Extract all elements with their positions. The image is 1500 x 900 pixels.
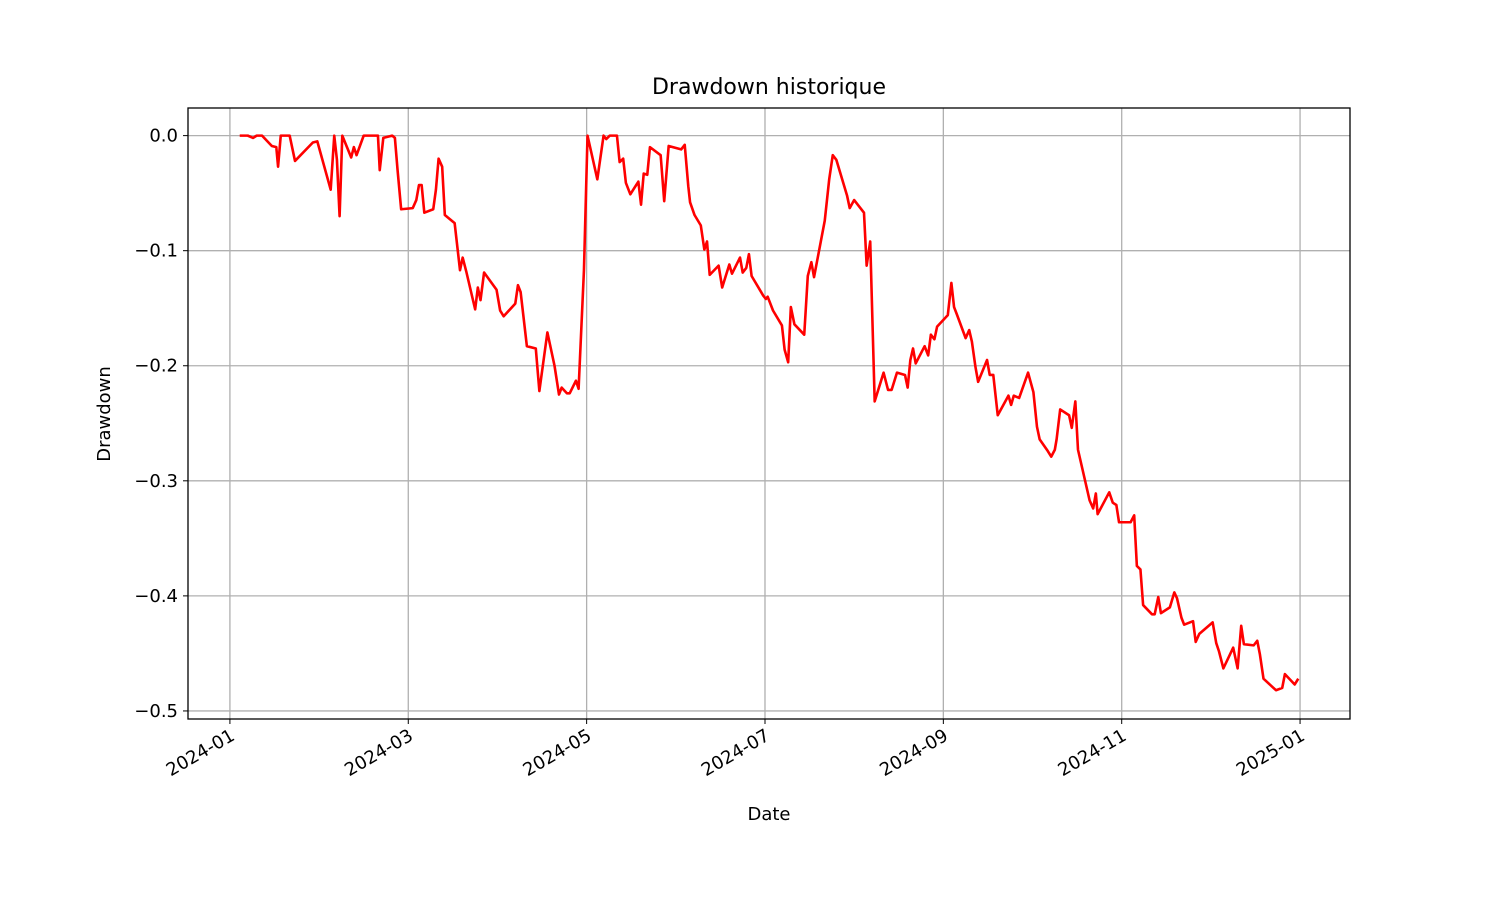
y-tick-label: −0.2 [134,356,178,377]
x-tick-label: 2024-07 [698,725,774,781]
chart-title: Drawdown historique [652,75,886,100]
x-tick-label: 2024-11 [1055,725,1131,781]
x-tick-label: 2024-03 [341,725,417,781]
y-tick-label: −0.1 [134,241,178,262]
plot-frame [187,107,1351,720]
y-tick-label: −0.5 [134,701,178,722]
x-axis-label: Date [747,804,790,825]
x-tick-label: 2024-09 [876,725,952,781]
y-tick-label: 0.0 [149,126,178,147]
x-tick-label: 2025-01 [1233,725,1309,781]
x-tick-label: 2024-05 [519,725,595,781]
line-series [239,134,1300,692]
y-tick-label: −0.4 [134,586,178,607]
y-axis-label: Drawdown [94,366,115,462]
x-tick-label: 2024-01 [163,725,239,781]
y-tick-label: −0.3 [134,471,178,492]
